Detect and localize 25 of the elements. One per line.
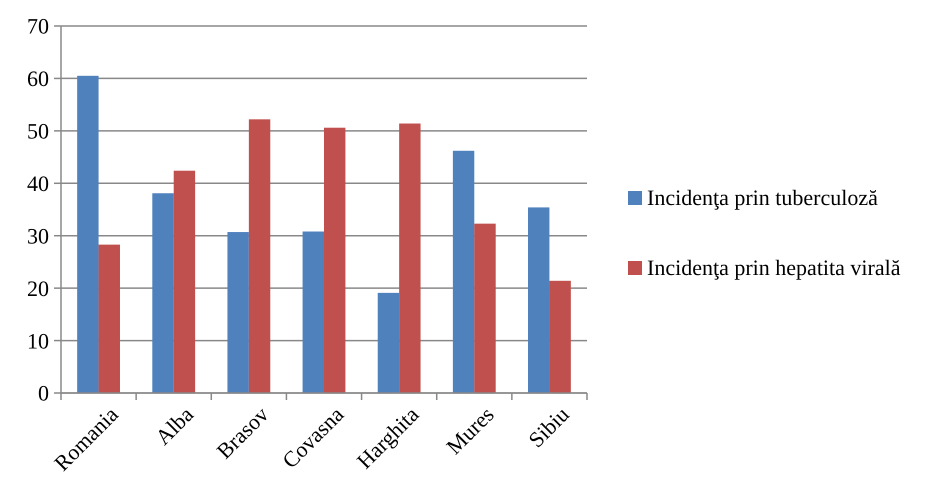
y-tick-label: 70 bbox=[27, 14, 49, 39]
y-tick-label: 10 bbox=[27, 328, 49, 354]
legend-label: Incidenţa prin tuberculoză bbox=[647, 185, 878, 210]
bar bbox=[98, 244, 120, 393]
x-tick-label: Alba bbox=[150, 402, 198, 450]
bar bbox=[549, 280, 571, 393]
bar bbox=[452, 150, 474, 393]
bar bbox=[528, 207, 550, 393]
bar bbox=[474, 224, 496, 393]
y-tick-label: 30 bbox=[27, 223, 49, 248]
bar bbox=[152, 193, 174, 393]
y-tick-label: 60 bbox=[27, 66, 49, 92]
bar bbox=[302, 232, 324, 393]
bar bbox=[248, 119, 270, 393]
y-tick-label: 40 bbox=[27, 170, 49, 196]
bar bbox=[77, 76, 99, 393]
bar bbox=[378, 292, 400, 393]
y-tick-label: 0 bbox=[38, 380, 49, 406]
legend-label: Incidenţa prin hepatita virală bbox=[647, 255, 901, 280]
bar bbox=[399, 124, 421, 393]
bar bbox=[324, 128, 346, 393]
bar bbox=[227, 232, 249, 393]
y-tick-label: 50 bbox=[27, 118, 49, 144]
bar bbox=[174, 170, 196, 393]
y-tick-label: 20 bbox=[27, 276, 49, 301]
